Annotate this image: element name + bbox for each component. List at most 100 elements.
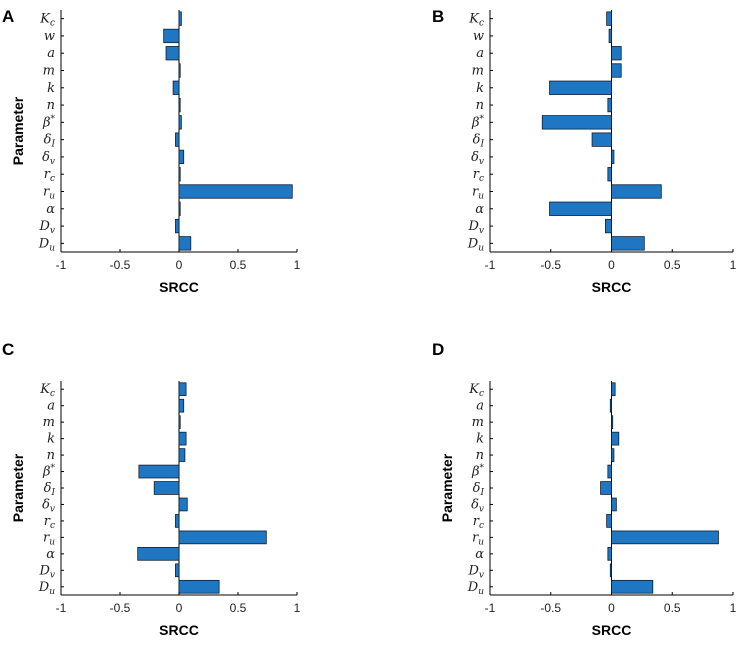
y-tick-label: ru (43, 185, 55, 202)
y-tick-label: Kc (39, 382, 55, 399)
x-axis-label: SRCC (159, 622, 199, 638)
y-tick-label: β* (42, 464, 56, 480)
y-tick-label: n (476, 98, 484, 113)
y-tick-label: n (47, 448, 55, 463)
bar (611, 382, 616, 397)
x-tick-label: 1 (730, 258, 737, 272)
bar (607, 547, 612, 561)
y-axis-label: Parameter (439, 453, 455, 522)
bar (165, 46, 180, 61)
bar (178, 530, 267, 545)
bar (178, 398, 185, 413)
panel-letter: A (2, 7, 14, 26)
x-tick-label: 1 (294, 258, 301, 272)
y-tick-label: Kc (39, 12, 55, 29)
bar (178, 431, 187, 446)
bar (591, 132, 612, 147)
bar (178, 149, 185, 165)
y-tick-label: Dv (467, 219, 484, 236)
bar (178, 579, 220, 594)
x-tick-label: 0.5 (664, 601, 681, 615)
bar (611, 184, 662, 199)
y-tick-label: α (475, 202, 484, 217)
bar (607, 464, 612, 479)
bar (178, 382, 187, 397)
x-axis-label: SRCC (592, 622, 632, 638)
x-tick-label: 0 (176, 601, 183, 615)
x-tick-label: -0.5 (540, 601, 561, 615)
bar (609, 563, 612, 578)
bar (611, 497, 617, 512)
y-tick-label: α (475, 547, 484, 562)
bar (611, 448, 615, 462)
y-tick-label: m (472, 415, 484, 430)
bar (175, 514, 180, 528)
y-tick-label: β* (42, 114, 56, 130)
bar (611, 236, 645, 251)
y-tick-label: δI (473, 133, 485, 150)
bar (611, 149, 615, 165)
bar (175, 132, 180, 147)
bar (606, 11, 612, 26)
x-tick-label: 0.5 (664, 258, 681, 272)
y-tick-label: k (476, 432, 484, 447)
y-tick-label: Dv (467, 563, 484, 580)
y-tick-label: Du (38, 236, 55, 253)
bar (611, 415, 614, 429)
y-tick-label: m (472, 64, 484, 79)
y-tick-label: n (47, 98, 55, 113)
y-tick-label: w (473, 29, 484, 44)
panel-letter: B (432, 7, 444, 26)
x-tick-label: 1 (730, 601, 737, 615)
bar (175, 563, 180, 578)
bar (178, 497, 188, 512)
x-tick-label: -0.5 (110, 258, 131, 272)
y-tick-label: β* (471, 114, 485, 130)
bar (178, 97, 181, 113)
x-axis-label: SRCC (592, 279, 632, 295)
y-tick-label: k (47, 81, 55, 96)
y-tick-label: Kc (468, 12, 484, 29)
x-tick-label: -1 (485, 258, 496, 272)
panel-letter: C (2, 340, 14, 359)
y-tick-label: δv (42, 497, 55, 514)
bar (153, 481, 180, 495)
x-tick-label: -1 (485, 601, 496, 615)
y-tick-label: k (47, 432, 55, 447)
bar (607, 167, 612, 182)
bar (549, 201, 612, 216)
y-tick-label: Du (467, 580, 484, 597)
bar (178, 184, 293, 199)
x-axis-label: SRCC (159, 279, 199, 295)
y-tick-label: a (476, 46, 484, 61)
bar (611, 579, 654, 594)
bar (607, 97, 612, 113)
bar (178, 115, 182, 130)
bar (178, 236, 192, 251)
bar (611, 63, 622, 78)
x-tick-label: -0.5 (540, 258, 561, 272)
bar (611, 530, 719, 545)
x-tick-label: -1 (56, 601, 67, 615)
y-tick-label: δI (44, 133, 56, 150)
y-tick-label: rc (473, 167, 484, 184)
bar (178, 167, 181, 182)
y-tick-label: w (44, 29, 55, 44)
y-tick-label: a (47, 399, 55, 414)
y-tick-label: a (476, 399, 484, 414)
y-tick-label: m (43, 415, 55, 430)
y-tick-label: k (476, 81, 484, 96)
y-axis-label: Parameter (10, 96, 26, 165)
panel-letter: D (432, 340, 444, 359)
y-tick-label: ru (43, 530, 55, 547)
y-tick-label: m (43, 64, 55, 79)
y-tick-label: rc (473, 514, 484, 531)
bar (541, 115, 612, 130)
bar (137, 547, 180, 561)
y-tick-label: Du (38, 580, 55, 597)
y-tick-label: δI (44, 481, 56, 498)
